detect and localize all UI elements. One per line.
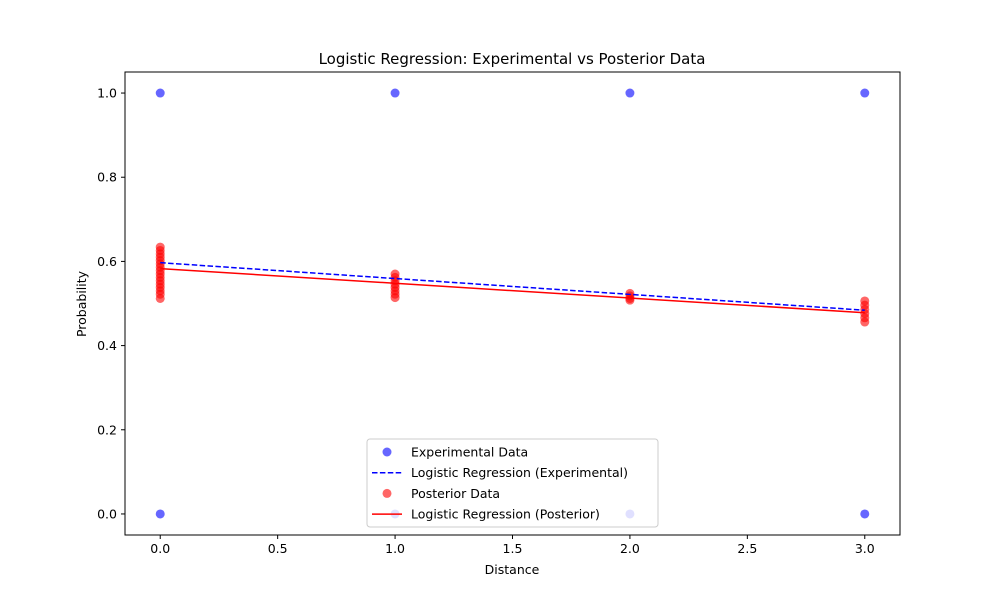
experimental-data-legend-marker [382, 447, 392, 457]
x-tick-label: 0.5 [268, 541, 288, 556]
logistic-regression-experimental-line [160, 261, 865, 311]
posterior-data-point [625, 295, 635, 305]
legend-box [366, 438, 659, 528]
experimental-data-point [155, 509, 165, 519]
axis-ticks: 0.0 0.5 1.0 1.5 2.0 2.5 3.0 0.0 0.2 0.4 0.6 0.8 1.0 [97, 86, 875, 556]
legend: Experimental Data Logistic Regression (Ex… [366, 438, 659, 528]
legend-items: Experimental Data Logistic Regression (Ex… [372, 445, 628, 522]
posterior-data-point [860, 317, 870, 327]
x-tick-label: 1.0 [385, 541, 405, 556]
posterior-data-legend-marker [382, 488, 392, 498]
posterior-data-point [155, 293, 165, 303]
x-tick-label: 1.5 [503, 541, 523, 556]
y-tick-label: 0.4 [97, 338, 117, 353]
posterior-data-legend-label: Posterior Data [411, 486, 500, 501]
x-tick-label: 2.0 [620, 541, 640, 556]
experimental-data-point [625, 88, 635, 98]
experimental-data-point [860, 509, 870, 519]
experimental-data-point [155, 88, 165, 98]
x-axis-title: Distance [485, 562, 540, 577]
posterior-data-point [390, 293, 400, 303]
y-tick-label: 0.2 [97, 422, 117, 437]
experimental-data-legend-label: Experimental Data [411, 445, 528, 460]
x-tick-label: 2.5 [737, 541, 757, 556]
chart-title: Logistic Regression: Experimental vs Pos… [319, 50, 706, 68]
y-tick-label: 0.6 [97, 254, 117, 269]
logistic-regression-experimental-legend-label: Logistic Regression (Experimental) [411, 465, 628, 480]
logistic-regression-posterior-line [160, 267, 865, 314]
x-tick-label: 0.0 [150, 541, 170, 556]
y-tick-label: 1.0 [97, 86, 117, 101]
y-axis-title: Probability [74, 270, 89, 337]
x-tick-label: 3.0 [855, 541, 875, 556]
y-tick-label: 0.8 [97, 170, 117, 185]
experimental-data-point [860, 88, 870, 98]
logistic-regression-posterior-legend-label: Logistic Regression (Posterior) [411, 507, 600, 522]
experimental-data-point [390, 88, 400, 98]
y-tick-label: 0.0 [97, 506, 117, 521]
